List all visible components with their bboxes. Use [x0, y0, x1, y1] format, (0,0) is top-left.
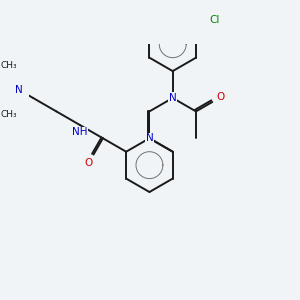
Text: CH₃: CH₃	[0, 110, 17, 119]
Text: CH₃: CH₃	[0, 61, 17, 70]
Text: N: N	[169, 93, 177, 103]
Text: O: O	[85, 158, 93, 168]
Text: O: O	[216, 92, 224, 102]
Text: N: N	[146, 133, 153, 143]
Text: NH: NH	[72, 128, 87, 137]
Text: N: N	[15, 85, 23, 95]
Text: Cl: Cl	[209, 15, 220, 25]
